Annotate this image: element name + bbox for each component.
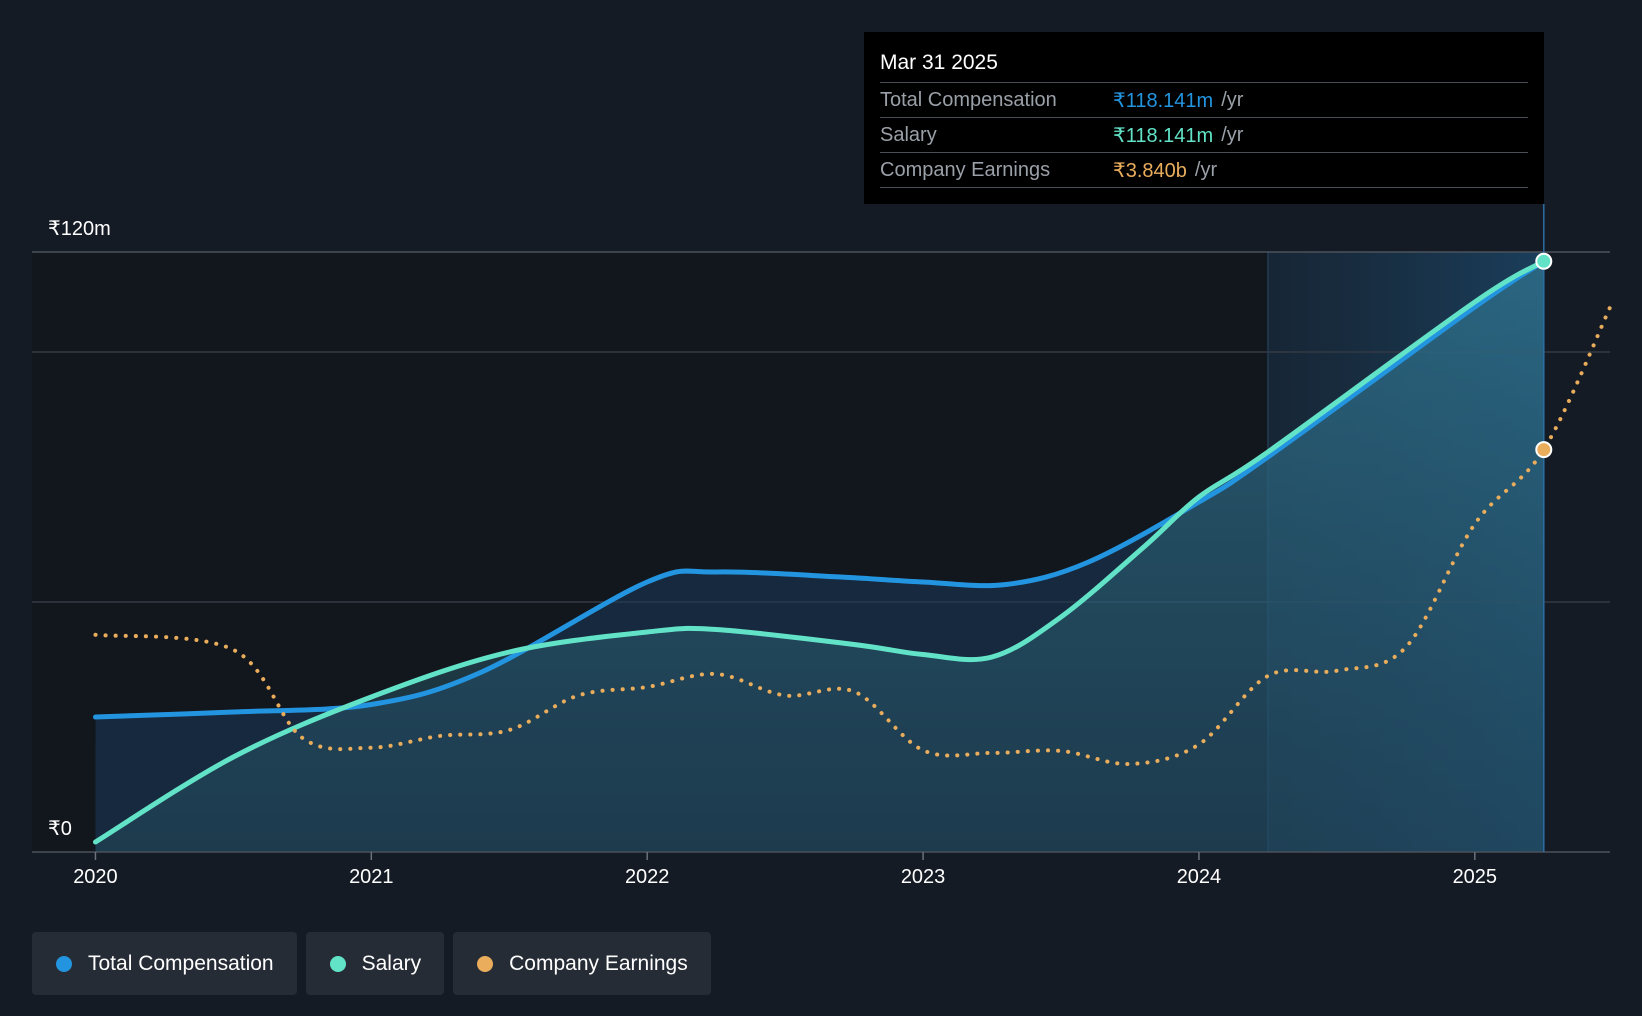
tooltip-value: ₹3.840b (1113, 159, 1187, 182)
company-earnings-marker (1535, 441, 1553, 459)
x-tick-label: 2021 (349, 866, 394, 888)
x-tick-label: 2024 (1176, 866, 1222, 888)
tooltip-date: Mar 31 2025 (880, 51, 998, 74)
x-tick-label: 2020 (73, 866, 118, 888)
legend-item-company-earnings[interactable]: Company Earnings (453, 932, 711, 995)
tooltip-row-total-compensation: Total Compensation ₹118.141m /yr (880, 82, 1528, 117)
y-axis-bottom-label: ₹0 (48, 818, 72, 840)
x-tick-label: 2025 (1452, 866, 1498, 888)
legend-label: Salary (361, 951, 422, 975)
y-axis-top-label: ₹120m (48, 218, 111, 240)
tooltip-value: ₹118.141m (1113, 89, 1214, 112)
salary-line (93, 258, 1547, 845)
tooltip-unit: /yr (1221, 88, 1244, 111)
legend-dot-icon (329, 955, 346, 972)
legend-dot-icon (477, 955, 494, 972)
tooltip-label: Company Earnings (880, 158, 1051, 181)
legend-label: Total Compensation (88, 951, 274, 975)
tooltip-row-salary: Salary ₹118.141m /yr (880, 117, 1528, 152)
total-compensation-line (93, 258, 1547, 720)
legend-dot-icon (56, 955, 72, 972)
legend-item-total-compensation[interactable]: Total Compensation (32, 932, 297, 995)
salary-marker (1535, 252, 1553, 270)
x-tick-label: 2023 (900, 866, 946, 888)
tooltip-label: Total Compensation (880, 88, 1057, 111)
tooltip-unit: /yr (1221, 123, 1244, 146)
tooltip-value: ₹118.141m (1113, 124, 1214, 147)
salary-area (95, 261, 1544, 852)
x-tick-label: 2022 (624, 866, 670, 888)
legend-item-salary[interactable]: Salary (305, 932, 445, 995)
tooltip: Mar 31 2025 Total Compensation ₹118.141m… (864, 32, 1544, 204)
legend-label: Company Earnings (509, 951, 688, 975)
legend: Total Compensation Salary Company Earnin… (32, 932, 711, 995)
tooltip-row-company-earnings: Company Earnings ₹3.840b /yr (880, 152, 1528, 188)
tooltip-unit: /yr (1194, 158, 1218, 181)
tooltip-label: Salary (880, 123, 937, 146)
